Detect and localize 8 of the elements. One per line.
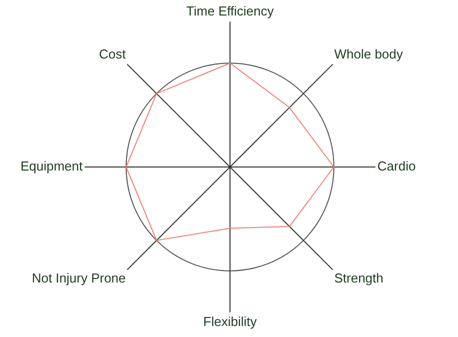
spoke-label: Equipment (20, 158, 83, 174)
spoke-label: Flexibility (203, 314, 258, 329)
spoke-label: Cost (99, 46, 126, 62)
spoke-label: Whole body (334, 46, 404, 62)
spoke-label: Cardio (377, 158, 416, 174)
spoke-label: Time Efficiency (186, 3, 274, 18)
spoke-label: Strength (334, 270, 384, 286)
spoke-label: Not Injury Prone (32, 270, 126, 286)
